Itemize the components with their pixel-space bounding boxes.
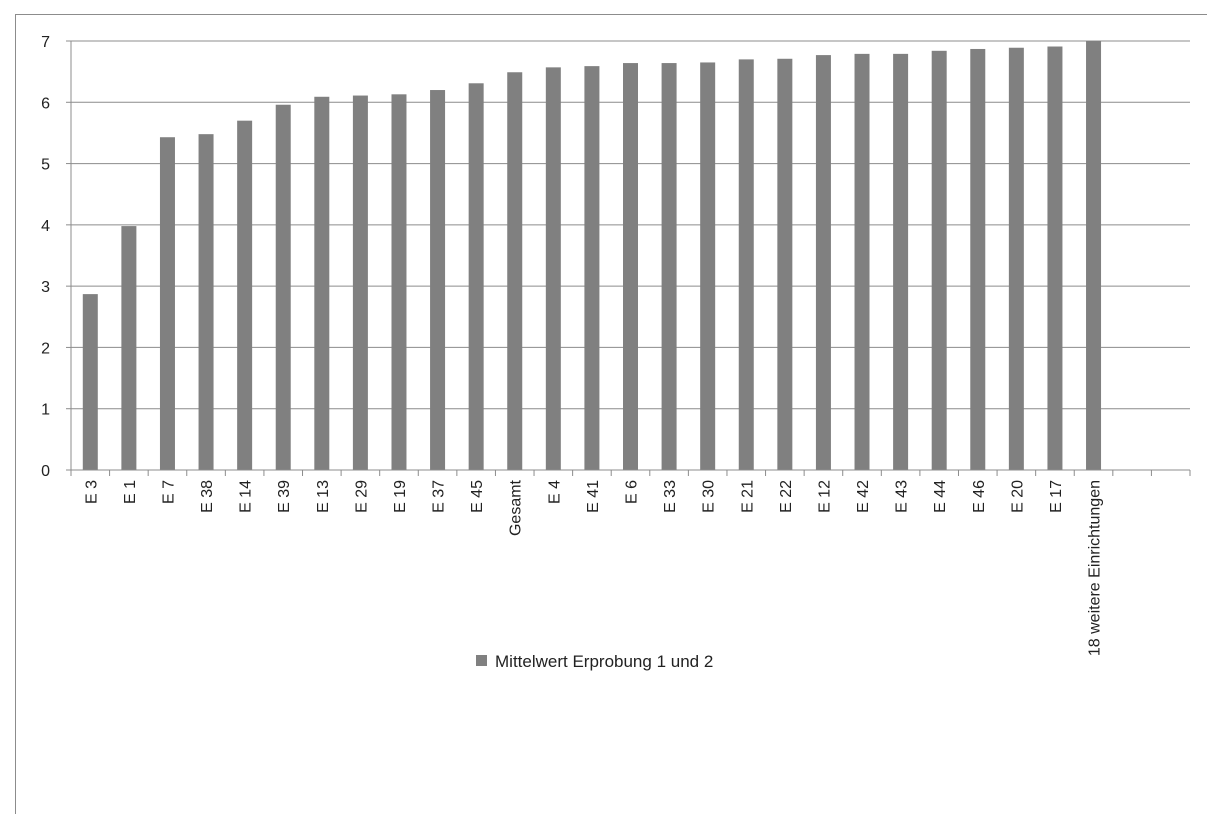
x-category-label: E 19 — [392, 480, 409, 513]
y-tick-label: 3 — [41, 279, 50, 296]
bar — [584, 66, 600, 471]
x-category-label: E 17 — [1048, 480, 1065, 513]
bar — [700, 62, 716, 470]
legend-label: Mittelwert Erprobung 1 und 2 — [495, 652, 713, 671]
x-category-label: E 1 — [122, 480, 139, 504]
x-category-label: Gesamt — [508, 479, 525, 536]
bar — [931, 50, 947, 470]
legend-swatch — [476, 655, 487, 666]
bar — [352, 95, 368, 471]
x-category-label: E 14 — [238, 480, 255, 513]
y-tick-label: 0 — [41, 463, 50, 480]
x-category-label: E 22 — [778, 480, 795, 513]
bar — [854, 53, 870, 471]
x-category-label: E 42 — [855, 480, 872, 513]
x-axis — [70, 469, 1191, 476]
x-category-label: E 30 — [701, 480, 718, 513]
y-tick-label: 5 — [41, 157, 50, 174]
bar — [1008, 47, 1024, 471]
x-category-label: E 33 — [662, 480, 679, 513]
bar — [468, 83, 484, 470]
bar — [1047, 46, 1063, 470]
x-category-label: E 37 — [431, 480, 448, 513]
x-category-label: 18 weitere Einrichtungen — [1087, 480, 1104, 656]
x-axis-category-labels: E 3 E 1 E 7 E 38 E 14 E 39 E 13 E 29 E 19 E 37 E 4… — [83, 479, 1103, 656]
bar — [893, 53, 909, 471]
x-category-label: E 38 — [199, 480, 216, 513]
x-category-label: E 13 — [315, 480, 332, 513]
x-category-label: E 21 — [739, 480, 756, 513]
x-category-label: E 12 — [816, 480, 833, 513]
y-tick-label: 6 — [41, 95, 50, 112]
x-category-label: E 43 — [894, 480, 911, 513]
x-category-label: E 20 — [1009, 480, 1026, 513]
x-category-label: E 7 — [160, 480, 177, 504]
y-axis-tick-labels: 0 1 2 3 4 5 6 7 — [41, 34, 50, 480]
bar — [1086, 41, 1102, 470]
bar — [314, 96, 330, 471]
bar — [970, 48, 986, 471]
x-category-label: E 46 — [971, 480, 988, 513]
x-category-label: E 41 — [585, 480, 602, 513]
bar — [507, 72, 523, 471]
y-tick-label: 4 — [41, 218, 50, 235]
bars — [82, 41, 1102, 471]
bar — [777, 58, 793, 470]
x-category-label: E 6 — [624, 480, 641, 504]
x-category-label: E 4 — [546, 480, 563, 504]
legend: Mittelwert Erprobung 1 und 2 — [476, 652, 713, 671]
y-tick-label: 7 — [41, 34, 50, 51]
bar — [815, 55, 831, 471]
bar — [623, 63, 638, 470]
bar — [82, 294, 98, 470]
bar — [275, 104, 291, 470]
bar — [738, 59, 754, 471]
chart-frame — [15, 14, 1207, 814]
bar — [430, 90, 446, 471]
x-category-label: E 29 — [353, 480, 370, 513]
y-tick-label: 1 — [41, 402, 50, 419]
bar — [391, 94, 407, 470]
bar — [545, 67, 561, 471]
x-category-label: E 45 — [469, 480, 486, 513]
x-category-label: E 39 — [276, 480, 293, 513]
bar — [121, 226, 137, 470]
bar — [198, 134, 214, 470]
bar — [237, 120, 253, 471]
x-category-label: E 44 — [932, 480, 949, 513]
x-category-label: E 3 — [83, 480, 100, 504]
bar — [661, 63, 677, 470]
bar — [159, 137, 175, 470]
y-tick-label: 2 — [41, 340, 50, 357]
